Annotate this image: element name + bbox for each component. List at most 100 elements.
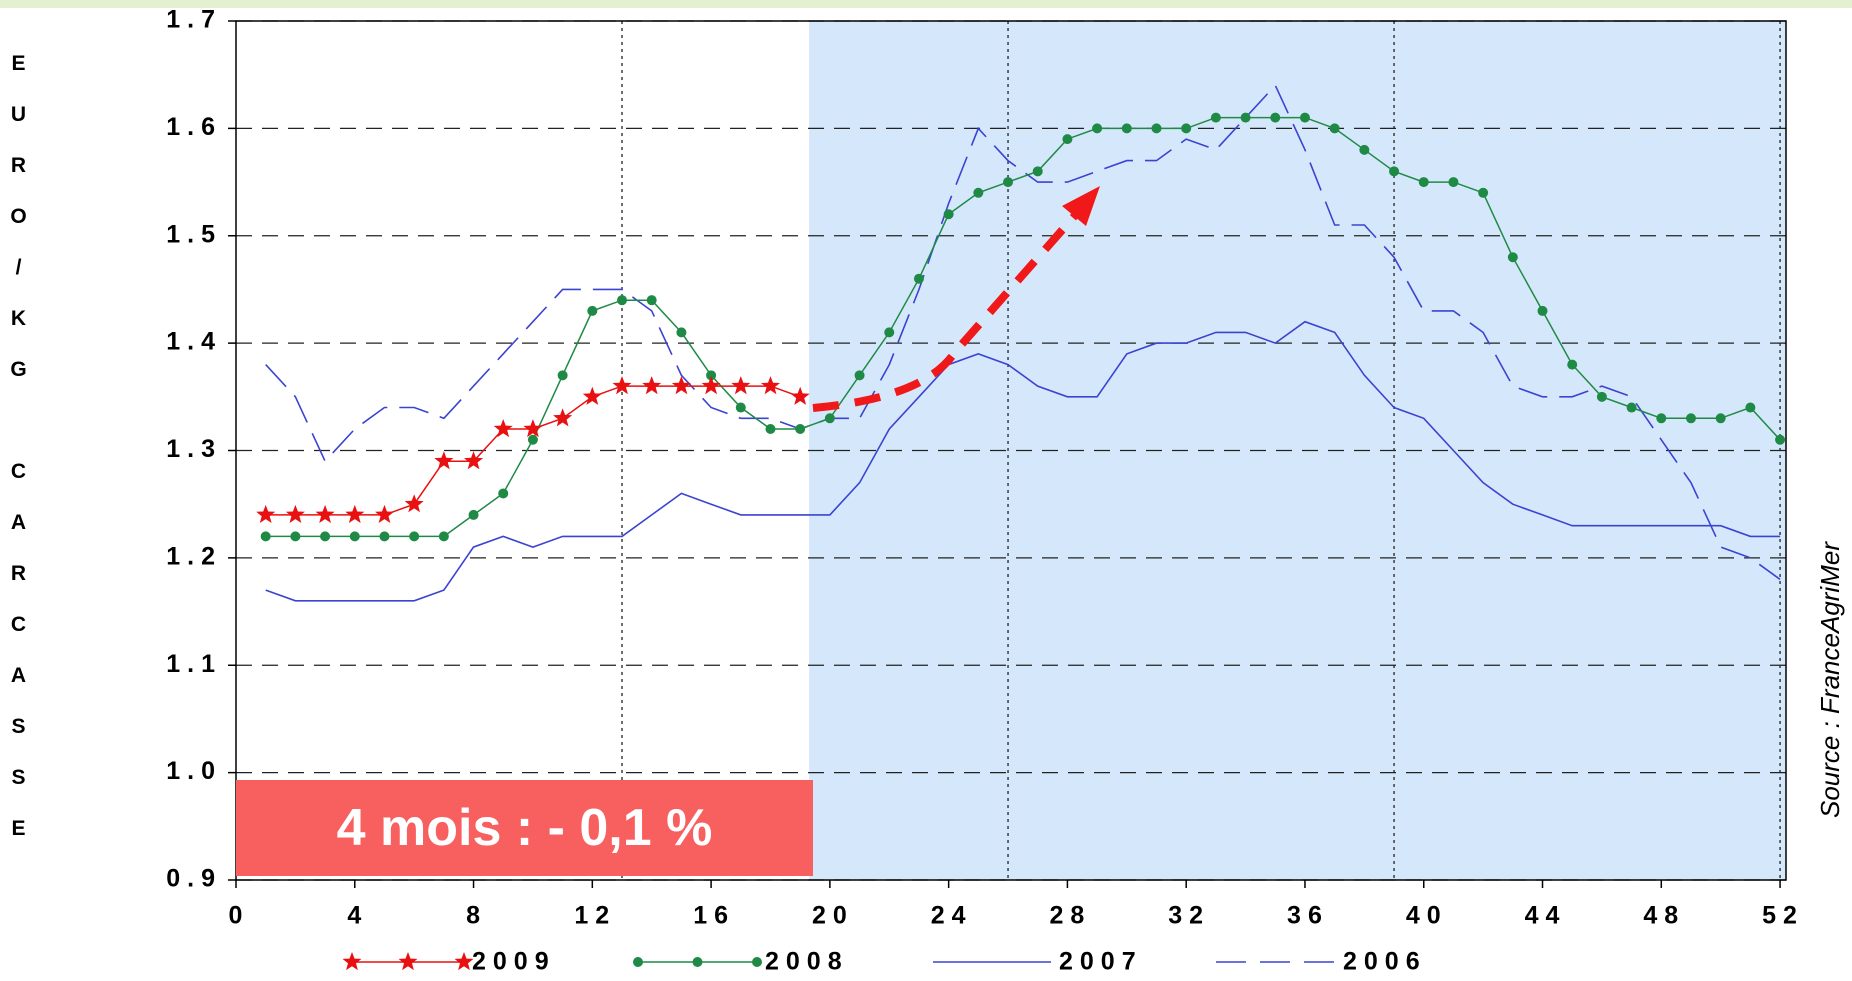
circle-marker <box>527 434 538 445</box>
star-marker <box>464 451 484 470</box>
x-tick-label: 0 <box>229 902 250 930</box>
circle-marker <box>409 531 420 542</box>
circle-marker <box>646 295 657 306</box>
star-marker <box>671 376 691 395</box>
y-tick-label: 1.7 <box>166 6 222 34</box>
circle-marker <box>633 957 643 967</box>
star-marker <box>523 419 543 438</box>
x-tick-label: 4 <box>347 902 368 930</box>
star-marker <box>404 494 424 513</box>
circle-marker <box>824 413 835 424</box>
y-axis-label: EURO/KG CARCASSE <box>7 52 30 868</box>
y-tick-label: 1.2 <box>166 542 222 570</box>
series-line <box>265 320 1781 602</box>
star-marker <box>342 952 362 971</box>
circle-marker <box>1507 252 1518 263</box>
legend-label: 2007 <box>1059 948 1143 976</box>
star-marker <box>642 376 662 395</box>
circle-marker <box>1092 123 1103 134</box>
plot-frame <box>235 20 1787 881</box>
x-tick-label: 52 <box>1762 902 1804 930</box>
circle-marker <box>735 402 746 413</box>
star-marker <box>375 504 394 523</box>
circle-marker <box>1210 112 1221 123</box>
circle-marker <box>468 509 479 520</box>
circle-marker <box>943 209 954 220</box>
star-marker <box>256 504 276 523</box>
series-layer <box>256 83 1786 602</box>
circle-marker <box>1121 123 1132 134</box>
circle-marker <box>617 295 628 306</box>
circle-marker <box>438 531 449 542</box>
circle-marker <box>1299 112 1310 123</box>
circle-marker <box>692 957 703 967</box>
top-band <box>0 0 1852 8</box>
grid-layer <box>236 20 1786 881</box>
series-line <box>265 83 1781 581</box>
circle-marker <box>1003 177 1014 188</box>
y-tick-label: 1.4 <box>166 328 222 356</box>
circle-marker <box>1715 413 1726 424</box>
y-tick-label: 1.3 <box>166 435 222 463</box>
circle-marker <box>1329 123 1340 134</box>
star-marker <box>612 376 632 395</box>
circle-marker <box>1775 434 1786 445</box>
annotation: 4 mois : - 0,1 % <box>236 780 813 876</box>
star-marker <box>553 408 573 427</box>
star-marker <box>315 504 335 523</box>
star-marker <box>493 419 513 438</box>
circle-marker <box>1448 177 1459 188</box>
circle-marker <box>706 370 717 381</box>
shaded-region <box>809 21 1786 880</box>
star-marker <box>731 376 751 395</box>
y-tick-label: 0.9 <box>166 865 222 893</box>
x-tick-label: 8 <box>466 902 487 930</box>
circle-marker <box>1389 166 1400 177</box>
circle-marker <box>1596 391 1607 402</box>
star-marker <box>761 376 780 395</box>
circle-marker <box>1151 123 1162 134</box>
legend-label: 2006 <box>1343 948 1427 976</box>
circle-marker <box>1359 144 1370 155</box>
x-tick-label: 36 <box>1287 902 1329 930</box>
circle-marker <box>1062 134 1073 145</box>
circle-marker <box>349 531 360 542</box>
axis-layer: 0.91.01.11.21.31.41.51.61.70 4 8 12 16 20 24 28… <box>166 6 1804 930</box>
y-tick-label: 1.0 <box>166 757 222 785</box>
circle-marker <box>795 424 806 435</box>
star-marker <box>434 451 454 470</box>
x-tick-label: 16 <box>693 902 735 930</box>
circle-marker <box>1685 413 1696 424</box>
y-tick-label: 1.1 <box>166 650 222 678</box>
circle-marker <box>1567 359 1578 370</box>
star-marker <box>454 952 474 971</box>
y-tick-label: 1.5 <box>166 220 222 248</box>
y-tick-label: 1.6 <box>166 113 222 141</box>
circle-marker <box>913 273 924 284</box>
x-tick-label: 24 <box>931 902 973 930</box>
star-marker <box>285 504 305 523</box>
legend-label: 2009 <box>472 948 556 976</box>
x-tick-label: 12 <box>574 902 616 930</box>
x-tick-label: 28 <box>1050 902 1092 930</box>
circle-marker <box>765 424 776 435</box>
circle-marker <box>1626 402 1637 413</box>
star-marker <box>582 386 602 405</box>
circle-marker <box>676 327 687 338</box>
legend-label: 2008 <box>765 948 849 976</box>
source: Source : FranceAgriMer <box>1815 541 1845 818</box>
circle-marker <box>290 531 301 542</box>
circle-marker <box>973 187 984 198</box>
legend: 2009 2008 2007 2006 <box>342 948 1427 976</box>
circle-marker <box>1240 112 1251 123</box>
x-tick-label: 44 <box>1525 902 1567 930</box>
circle-marker <box>1745 402 1756 413</box>
circle-marker <box>854 370 865 381</box>
circle-marker <box>752 957 762 967</box>
x-tick-label: 40 <box>1406 902 1448 930</box>
circle-marker <box>498 488 509 499</box>
circle-marker <box>1032 166 1043 177</box>
circle-marker <box>1270 112 1281 123</box>
